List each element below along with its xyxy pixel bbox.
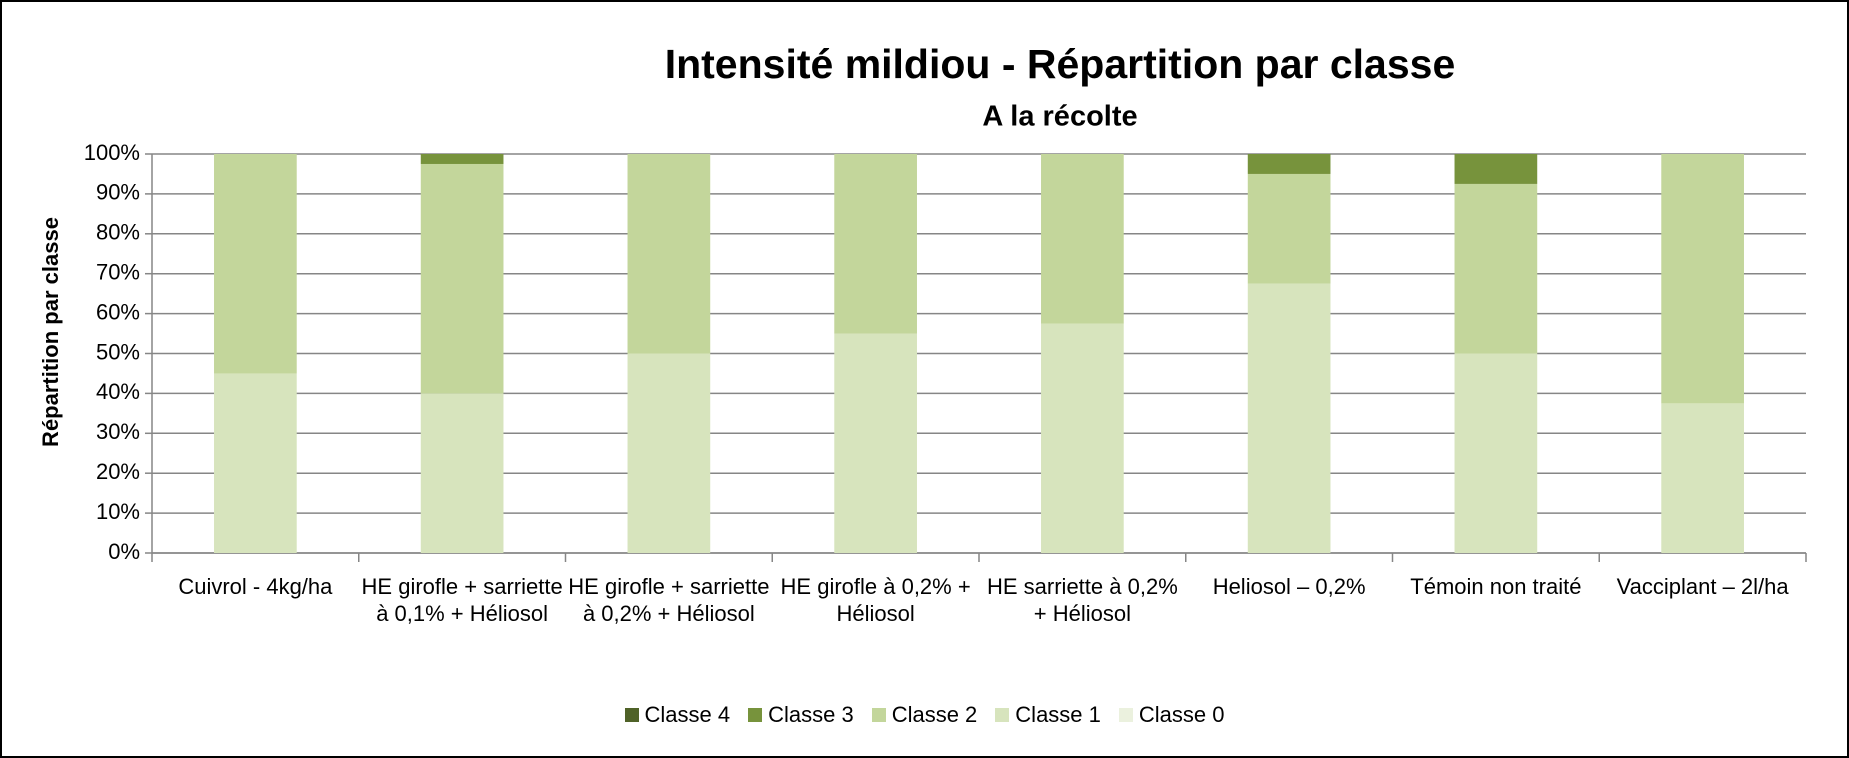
x-tick-label: HE sarriette à 0,2% + Héliosol bbox=[987, 574, 1178, 626]
bar-segment bbox=[627, 353, 711, 553]
x-tick-label: HE girofle + sarriette à 0,1% + Héliosol bbox=[361, 574, 563, 626]
x-tick-label: Témoin non traité bbox=[1410, 574, 1582, 599]
y-tick-label: 0% bbox=[108, 539, 140, 564]
x-tick-label: HE girofle à 0,2% + Héliosol bbox=[780, 574, 971, 626]
y-tick-label: 90% bbox=[96, 180, 140, 205]
legend-swatch bbox=[995, 708, 1010, 722]
legend-label: Classe 1 bbox=[1015, 702, 1101, 727]
legend-swatch bbox=[1118, 708, 1133, 722]
legend: Classe 4 Classe 3 Classe 2 Classe 1 Classe 0 bbox=[2, 702, 1847, 728]
legend-label: Classe 3 bbox=[768, 702, 854, 727]
y-tick-label: 60% bbox=[96, 299, 140, 324]
x-tick-label: Vacciplant – 2l/ha bbox=[1616, 574, 1789, 599]
y-tick-label: 100% bbox=[84, 140, 140, 165]
bar-segment bbox=[214, 373, 297, 553]
chart-title: Intensité mildiou - Répartition par clas… bbox=[665, 41, 1456, 87]
y-tick-label: 40% bbox=[96, 379, 140, 404]
legend-item: Classe 2 bbox=[871, 702, 978, 728]
bar-segment bbox=[1661, 154, 1744, 404]
bar-segment bbox=[420, 393, 504, 553]
legend-swatch bbox=[624, 708, 639, 722]
bar-segment bbox=[214, 154, 297, 374]
legend-swatch bbox=[748, 708, 763, 722]
y-tick-label: 20% bbox=[96, 459, 140, 484]
legend-label: Classe 0 bbox=[1138, 702, 1225, 727]
legend-item: Classe 1 bbox=[995, 702, 1101, 728]
x-tick-label: HE girofle + sarriette à 0,2% + Héliosol bbox=[568, 574, 770, 626]
legend-item: Classe 4 bbox=[624, 702, 731, 728]
bar-segment bbox=[1454, 353, 1538, 553]
bar-segment bbox=[1247, 283, 1331, 553]
bar-segment bbox=[420, 163, 504, 394]
y-axis-label: Répartition par classe bbox=[38, 217, 63, 447]
legend-swatch bbox=[871, 708, 886, 722]
y-tick-label: 80% bbox=[96, 220, 140, 245]
legend-label: Classe 2 bbox=[891, 702, 978, 727]
legend-label: Classe 4 bbox=[644, 702, 731, 727]
bar-segment bbox=[1247, 173, 1331, 284]
bar-segment bbox=[1247, 154, 1331, 174]
legend-item: Classe 0 bbox=[1118, 702, 1225, 728]
y-tick-label: 30% bbox=[96, 419, 140, 444]
bar-segment bbox=[1454, 154, 1538, 184]
bar-segment bbox=[627, 154, 711, 354]
y-tick-label: 50% bbox=[96, 339, 140, 364]
bar-segment bbox=[834, 154, 917, 334]
bar-segment bbox=[834, 333, 917, 553]
bar-segment bbox=[1454, 183, 1538, 354]
y-tick-label: 70% bbox=[96, 260, 140, 285]
bar-segment bbox=[1661, 403, 1744, 553]
chart-subtitle: A la récolte bbox=[982, 101, 1137, 133]
legend-item: Classe 3 bbox=[748, 702, 854, 728]
x-tick-label: Cuivrol - 4kg/ha bbox=[178, 574, 333, 599]
y-tick-label: 10% bbox=[96, 499, 140, 524]
bar-segment bbox=[1041, 323, 1124, 553]
bar-segment bbox=[420, 154, 504, 164]
x-tick-label: Heliosol – 0,2% bbox=[1212, 574, 1366, 599]
bar-segment bbox=[1041, 154, 1124, 324]
